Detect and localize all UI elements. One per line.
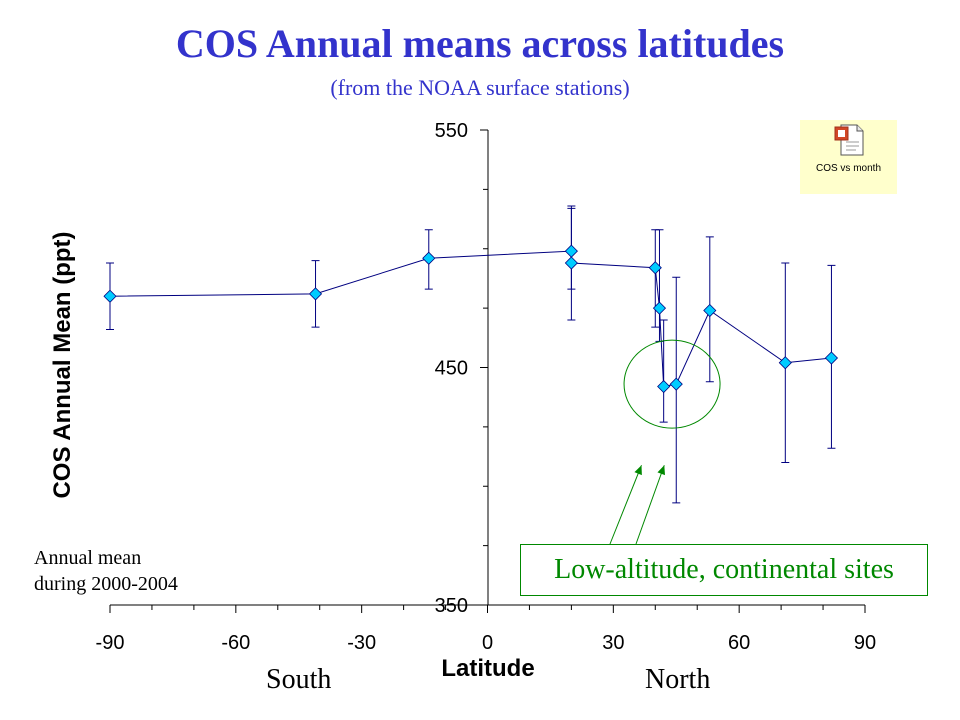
y-tick-label: 550	[435, 120, 468, 142]
data-point-marker	[564, 244, 578, 258]
data-point-marker	[564, 256, 578, 270]
x-tick-label: -90	[96, 632, 125, 654]
x-tick-label: 60	[728, 632, 750, 654]
series-polyline	[109, 250, 832, 388]
period-note-line1: Annual mean	[34, 547, 142, 569]
document-icon	[832, 124, 866, 161]
axes: -90 -60 -30 0 30 60 90 350 450 550	[96, 120, 877, 654]
callout-box: Low-altitude, continental sites	[520, 544, 928, 596]
data-point-marker	[308, 287, 323, 301]
highlight-ellipse	[623, 339, 721, 429]
south-label: South	[266, 664, 332, 695]
embedded-object-label: COS vs month	[815, 163, 882, 174]
x-tick-label: -30	[347, 632, 376, 654]
x-tick-label: 90	[854, 632, 876, 654]
callout-arrow	[609, 465, 642, 545]
data-point-marker	[652, 301, 667, 315]
x-axis-label: Latitude	[441, 655, 535, 682]
x-tick-label: 0	[482, 632, 493, 654]
data-point-marker	[669, 377, 683, 391]
north-label: North	[645, 664, 711, 695]
arrow-head	[634, 465, 642, 476]
period-note: Annual mean during 2000-2004	[34, 545, 178, 597]
arrow-head	[657, 465, 666, 476]
page-title: COS Annual means across latitudes	[175, 21, 785, 66]
data-points	[103, 244, 839, 394]
y-axis-label: COS Annual Mean (ppt)	[49, 231, 76, 499]
x-tick-label: 30	[602, 632, 624, 654]
period-note-line2: during 2000-2004	[34, 573, 178, 595]
callout-arrow	[635, 465, 665, 545]
y-tick-label: 350	[435, 595, 468, 617]
data-point-marker	[824, 351, 839, 365]
data-point-marker	[422, 251, 436, 265]
data-point-marker	[103, 289, 117, 303]
embedded-object[interactable]: COS vs month	[800, 120, 897, 194]
y-tick-label: 450	[435, 358, 468, 380]
data-point-marker	[648, 261, 662, 275]
data-point-marker	[703, 303, 717, 318]
page-subtitle: (from the NOAA surface stations)	[330, 75, 630, 100]
annotations	[609, 339, 721, 545]
data-point-marker	[778, 356, 792, 370]
data-point-marker	[657, 379, 671, 394]
error-bars	[106, 205, 836, 504]
x-tick-label: -60	[221, 632, 250, 654]
series-line	[109, 250, 832, 388]
